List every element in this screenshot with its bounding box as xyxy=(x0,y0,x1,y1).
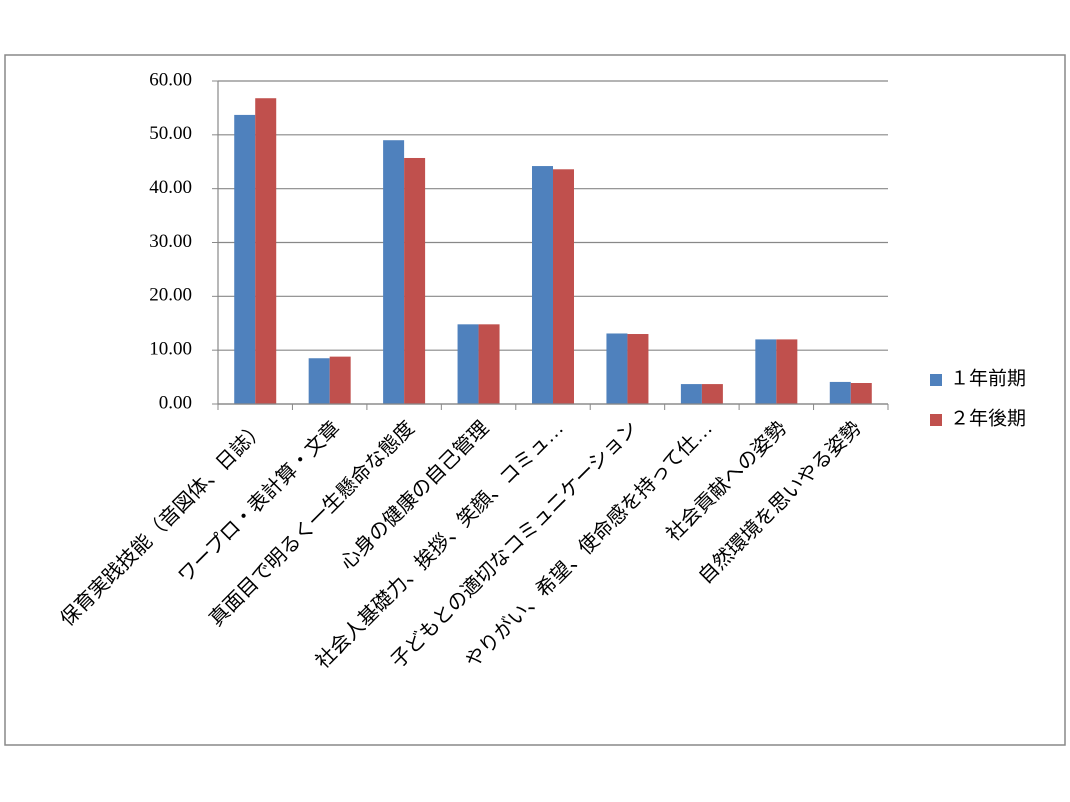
bar xyxy=(329,356,351,404)
bar xyxy=(457,324,479,404)
legend-label: ２年後期 xyxy=(950,407,1026,429)
y-tick-label: 40.00 xyxy=(149,177,192,198)
y-tick-label: 10.00 xyxy=(149,339,192,360)
bar xyxy=(701,384,723,404)
bar xyxy=(606,333,628,404)
legend-label: １年前期 xyxy=(950,367,1026,389)
y-tick-label: 60.00 xyxy=(149,69,192,90)
bar xyxy=(234,114,256,404)
bar xyxy=(308,358,330,404)
bar xyxy=(255,98,277,404)
bar xyxy=(829,381,851,404)
bar xyxy=(553,169,574,404)
bar xyxy=(383,140,405,404)
y-tick-label: 50.00 xyxy=(149,123,192,144)
bar xyxy=(627,334,649,404)
y-tick-label: 30.00 xyxy=(149,231,192,252)
bar xyxy=(776,339,798,404)
bar xyxy=(478,324,500,404)
y-tick-label: 20.00 xyxy=(149,285,192,306)
bar xyxy=(850,383,872,404)
bar xyxy=(755,339,777,404)
bar xyxy=(532,166,553,404)
legend-swatch xyxy=(930,414,942,426)
y-tick-label: 0.00 xyxy=(159,392,192,413)
bar xyxy=(404,157,426,404)
bar xyxy=(680,384,702,404)
legend-swatch xyxy=(930,374,942,386)
